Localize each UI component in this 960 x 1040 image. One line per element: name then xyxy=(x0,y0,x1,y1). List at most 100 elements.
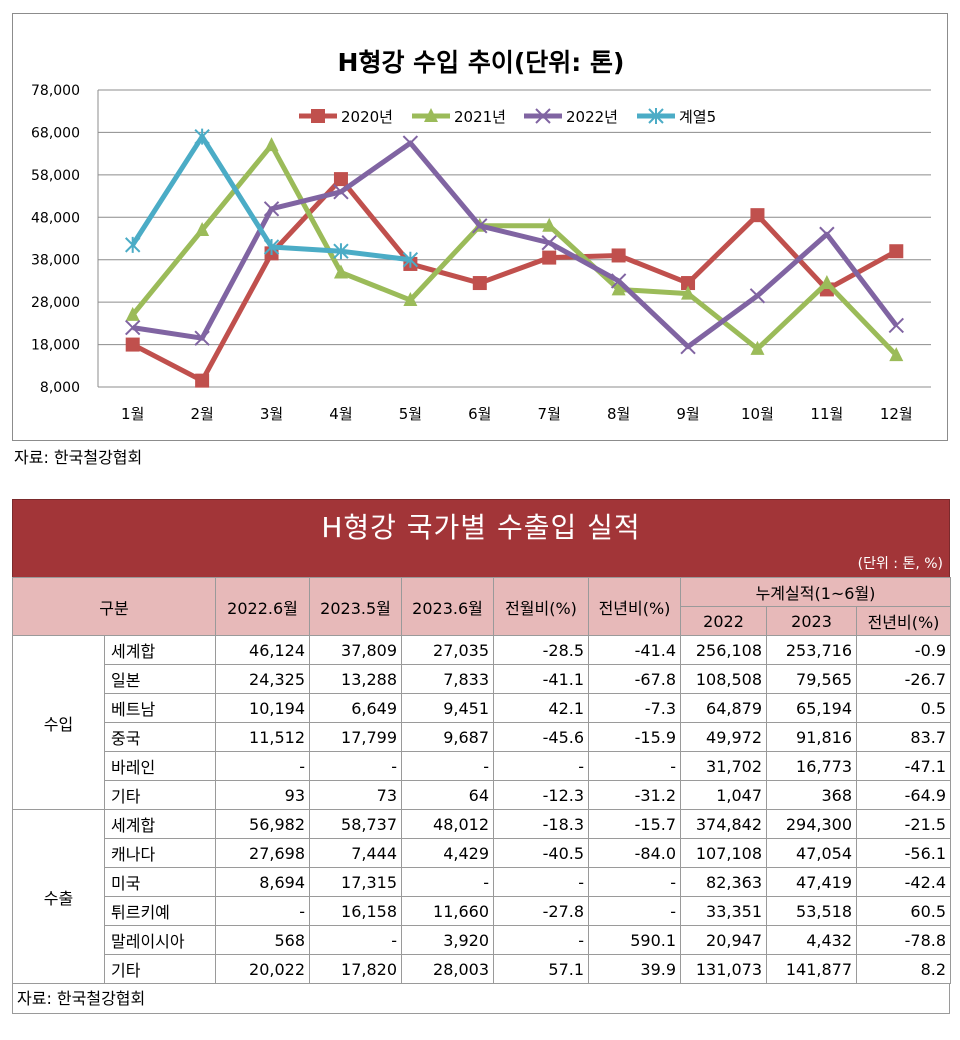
value-cell: 16,158 xyxy=(309,896,403,926)
data-point xyxy=(402,251,419,268)
x-tick-label: 1월 xyxy=(121,405,144,423)
table-title: H형강 국가별 수출입 실적 xyxy=(321,511,641,544)
value-cell: 141,877 xyxy=(766,954,858,984)
value-cell: 17,315 xyxy=(309,867,403,897)
value-cell: 8,694 xyxy=(215,867,311,897)
value-cell: 20,947 xyxy=(680,925,768,955)
data-point xyxy=(125,337,140,352)
x-tick-label: 11월 xyxy=(810,405,843,423)
data-point xyxy=(333,243,349,260)
legend-label: 2022년 xyxy=(566,108,618,126)
legend-label: 2020년 xyxy=(341,108,393,126)
header-cum-2023: 2023 xyxy=(766,606,858,636)
value-cell: 24,325 xyxy=(215,664,311,694)
value-cell: -28.5 xyxy=(493,635,590,665)
data-point xyxy=(819,226,835,242)
x-tick-label: 5월 xyxy=(399,405,422,423)
country-cell: 기타 xyxy=(103,954,217,984)
x-tick-label: 7월 xyxy=(538,405,561,423)
value-cell: 27,698 xyxy=(215,838,311,868)
value-cell: 60.5 xyxy=(856,896,952,926)
value-cell: 11,660 xyxy=(401,896,495,926)
value-cell: - xyxy=(493,751,590,781)
value-cell: -15.7 xyxy=(588,809,682,839)
value-cell: 3,920 xyxy=(401,925,495,955)
value-cell: -67.8 xyxy=(588,664,682,694)
data-point xyxy=(402,135,419,151)
data-point xyxy=(819,275,834,290)
legend-label: 계열5 xyxy=(679,108,716,126)
chart-canvas: H형강 수입 추이(단위: 톤) 8,000 18,000 28,000 38,000 4… xyxy=(31,48,931,423)
country-cell: 말레이시아 xyxy=(103,925,217,955)
table-row: 기타 20,022 17,820 28,003 57.1 39.9 131,073 141,8… xyxy=(13,954,952,984)
table-row: 튀르키예 -16,158 11,660 -27.8-33,351 53,518 60.5 xyxy=(13,896,952,926)
value-cell: 107,108 xyxy=(680,838,768,868)
table-body: 수입 세계합 46,124 37,809 27,035 -28.5 -41.4 256,108… xyxy=(12,635,952,984)
data-point xyxy=(125,306,140,321)
value-cell: 46,124 xyxy=(215,635,311,665)
chart-title: H형강 수입 추이(단위: 톤) xyxy=(338,48,625,77)
data-point xyxy=(611,248,626,263)
country-cell: 튀르키예 xyxy=(103,896,217,926)
legend-marker xyxy=(311,109,325,123)
value-cell: 79,565 xyxy=(766,664,858,694)
y-tick-label: 68,000 xyxy=(31,125,80,141)
x-tick-label: 12월 xyxy=(880,405,913,423)
y-tick-label: 58,000 xyxy=(31,168,80,184)
data-point xyxy=(541,235,557,251)
country-cell: 세계합 xyxy=(103,809,217,839)
data-point xyxy=(125,236,141,253)
data-point xyxy=(263,201,280,217)
value-cell: -12.3 xyxy=(493,780,590,810)
y-tick-label: 18,000 xyxy=(31,338,80,354)
value-cell: 73 xyxy=(309,780,403,810)
value-cell: -56.1 xyxy=(856,838,952,868)
value-cell: 294,300 xyxy=(766,809,858,839)
x-tick-label: 6월 xyxy=(468,405,491,423)
value-cell: 4,432 xyxy=(766,925,858,955)
value-cell: 13,288 xyxy=(309,664,403,694)
series-line xyxy=(131,176,898,384)
value-cell: 7,444 xyxy=(309,838,403,868)
value-cell: - xyxy=(588,751,682,781)
value-cell: -41.4 xyxy=(588,635,682,665)
country-cell: 중국 xyxy=(103,722,217,752)
data-point xyxy=(889,347,904,362)
value-cell: - xyxy=(588,896,682,926)
value-cell: -42.4 xyxy=(856,867,952,897)
table-row: 베트남 10,194 6,649 9,451 42.1 -7.3 64,879 65,194 0… xyxy=(13,693,952,723)
value-cell: 9,451 xyxy=(401,693,495,723)
value-cell: 53,518 xyxy=(766,896,858,926)
data-point xyxy=(889,244,904,259)
data-point xyxy=(610,273,627,289)
value-cell: 33,351 xyxy=(680,896,768,926)
header-2023-june: 2023.6월 xyxy=(401,577,495,636)
value-cell: - xyxy=(493,925,590,955)
value-cell: -64.9 xyxy=(856,780,952,810)
header-cum-2022: 2022 xyxy=(680,606,768,636)
value-cell: - xyxy=(309,925,403,955)
value-cell: 39.9 xyxy=(588,954,682,984)
data-point xyxy=(403,292,418,307)
table-row: 미국 8,694 17,315- - -82,363 47,419 -42.4 xyxy=(13,867,952,897)
data-point xyxy=(611,281,626,296)
value-cell: 64,879 xyxy=(680,693,768,723)
value-cell: -78.8 xyxy=(856,925,952,955)
value-cell: 93 xyxy=(215,780,311,810)
data-point xyxy=(681,276,696,291)
value-cell: 374,842 xyxy=(680,809,768,839)
country-cell: 캐나다 xyxy=(103,838,217,868)
country-cell: 세계합 xyxy=(103,635,217,665)
value-cell: 253,716 xyxy=(766,635,858,665)
y-tick-label: 78,000 xyxy=(31,83,80,99)
header-yoy-change: 전년비(%) xyxy=(588,577,682,636)
value-cell: 131,073 xyxy=(680,954,768,984)
legend-label: 2021년 xyxy=(454,108,506,126)
y-tick-label: 8,000 xyxy=(40,380,80,396)
value-cell: 1,047 xyxy=(680,780,768,810)
value-cell: 368 xyxy=(766,780,858,810)
y-tick-label: 38,000 xyxy=(31,253,80,269)
header-2022-june: 2022.6월 xyxy=(215,577,311,636)
value-cell: - xyxy=(493,867,590,897)
data-point xyxy=(263,238,280,255)
